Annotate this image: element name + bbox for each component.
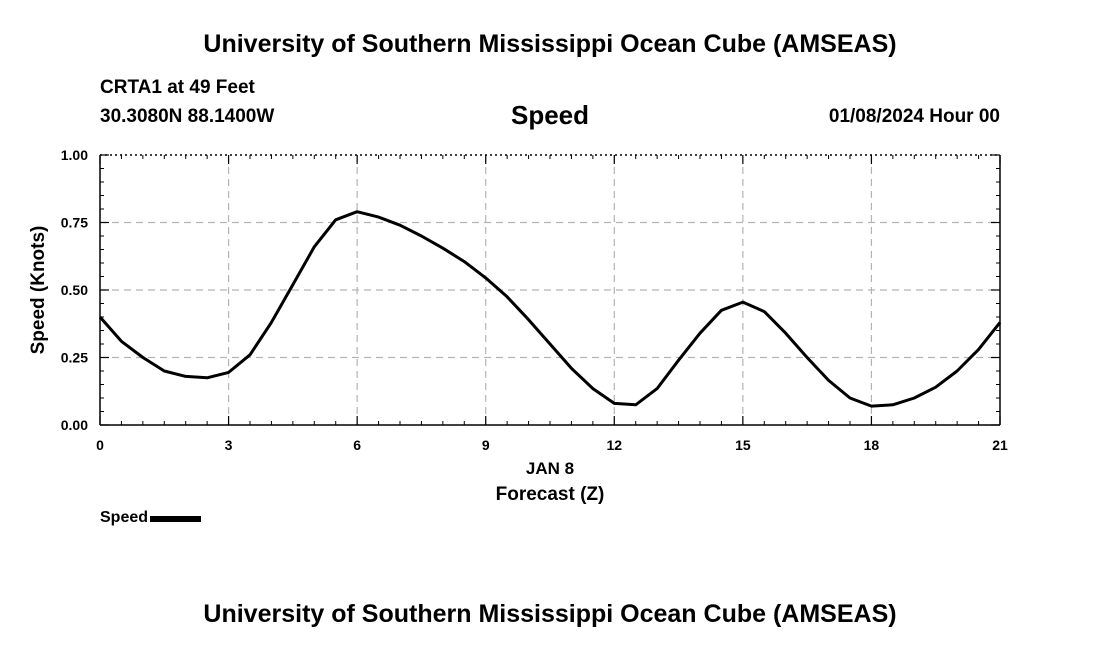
plot-title: Speed — [510, 100, 590, 130]
y-axis-label: Speed (Knots) — [28, 226, 49, 355]
x-tick-label: 9 — [482, 437, 490, 453]
forecast-date: 01/08/2024 Hour 00 — [828, 106, 1000, 127]
x-axis-label: Forecast (Z) — [496, 484, 605, 505]
station-label: CRTA1 at 49 Feet — [100, 77, 255, 98]
axes: 0 3 6 9 12 15 18 21 0.00 0.25 0.50 0.75 1.00 — [61, 147, 1008, 453]
x-tick-label: 6 — [353, 437, 361, 453]
y-tick-label: 0.50 — [61, 282, 88, 298]
legend-swatch — [150, 516, 202, 522]
station-coordinates: 30.3080N 88.1400W — [100, 106, 275, 127]
x-tick-label: 3 — [225, 437, 233, 453]
chart-title: University of Southern Mississippi Ocean… — [203, 30, 897, 58]
x-tick-label: 15 — [735, 437, 751, 453]
x-tick-label: 0 — [96, 437, 104, 453]
grid — [100, 155, 1000, 425]
x-tick-label: 21 — [992, 437, 1008, 453]
legend-label: Speed — [100, 509, 149, 526]
series-layer — [98, 210, 1002, 408]
x-axis-sublabel: JAN 8 — [526, 459, 574, 478]
y-tick-label: 0.75 — [61, 215, 88, 231]
footer-title: University of Southern Mississippi Ocean… — [203, 600, 897, 628]
y-tick-label: 0.00 — [61, 417, 88, 433]
speed-series-line — [98, 210, 1002, 408]
x-tick-label: 18 — [864, 437, 880, 453]
y-tick-label: 0.25 — [61, 350, 88, 366]
legend: Speed — [100, 509, 202, 527]
x-tick-label: 12 — [606, 437, 622, 453]
y-tick-label: 1.00 — [61, 147, 88, 163]
